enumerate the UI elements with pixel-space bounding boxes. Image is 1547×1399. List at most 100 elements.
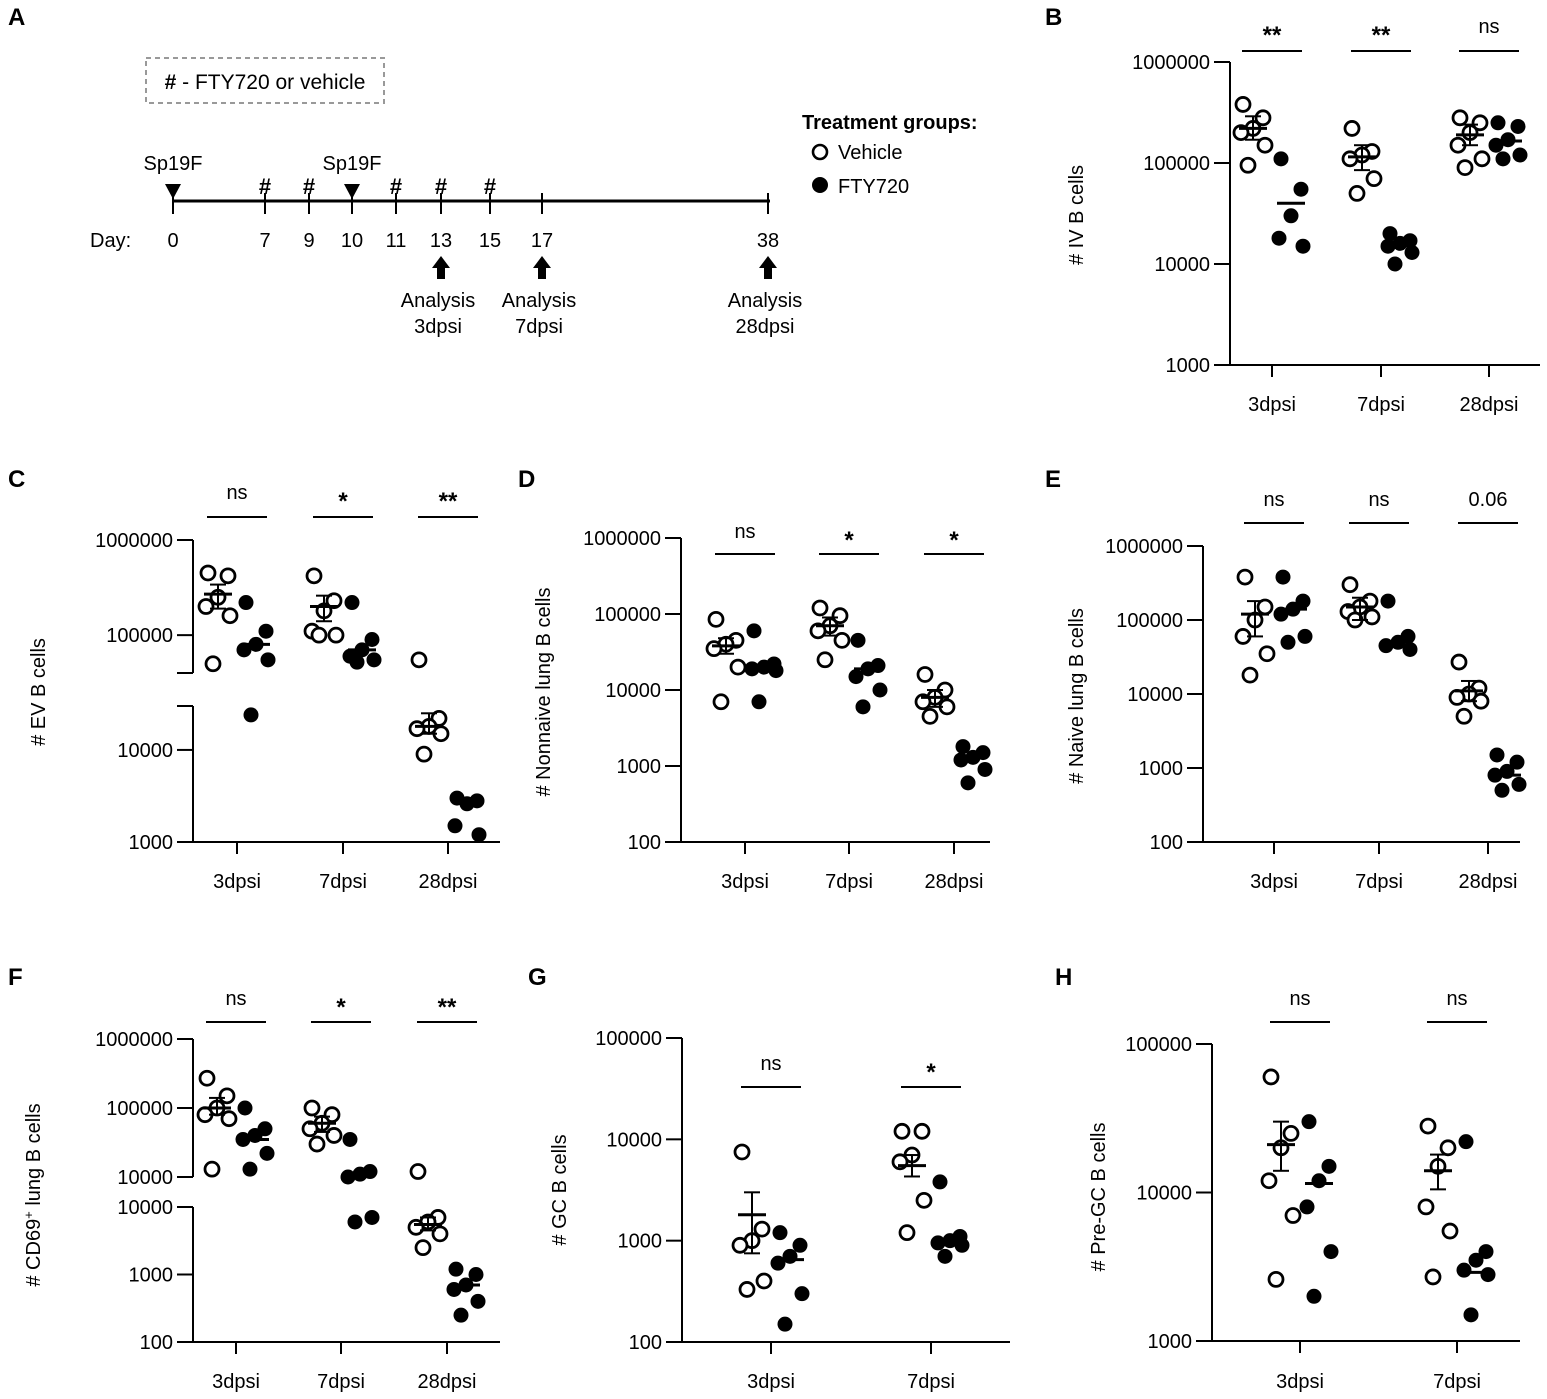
x-tick-label: 3dpsi <box>213 871 261 893</box>
vehicle-data-point <box>1473 150 1491 168</box>
analysis-timepoint-label: 7dpsi <box>515 316 563 338</box>
fty720-data-point <box>468 1267 484 1282</box>
fty720-data-point <box>1490 115 1506 131</box>
y-tick-label: 100 <box>140 1332 173 1354</box>
legend-fty720-label: FTY720 <box>838 176 909 198</box>
timeline-day-label: 13 <box>430 230 452 252</box>
fty720-data-point <box>770 1255 786 1271</box>
fty720-data-point <box>342 1131 358 1147</box>
significance-label: ns <box>1289 988 1310 1010</box>
vehicle-data-point <box>301 1120 319 1138</box>
y-tick-label: 1000000 <box>95 1029 173 1051</box>
panel-label-b: B <box>1045 4 1062 31</box>
fty720-data-point <box>242 1161 258 1177</box>
vehicle-data-point <box>325 1127 343 1144</box>
vehicle-data-point <box>1236 568 1254 586</box>
vehicle-data-point <box>1424 1268 1442 1286</box>
fty720-data-point <box>1458 1134 1474 1150</box>
vehicle-data-point <box>204 655 222 673</box>
significance-label: ** <box>1263 22 1282 49</box>
y-tick-label: 10000 <box>1127 684 1183 706</box>
vehicle-data-point <box>733 1143 751 1161</box>
analysis-label: Analysis <box>401 290 475 312</box>
fty720-data-point <box>364 1209 380 1225</box>
vehicle-data-point <box>1258 645 1276 663</box>
x-tick-label: 7dpsi <box>1357 394 1405 416</box>
fty720-data-point <box>459 796 475 812</box>
vehicle-data-point <box>1267 1270 1285 1288</box>
vehicle-data-point <box>1365 170 1383 188</box>
vehicle-data-point <box>409 1163 427 1180</box>
panel-b-chart: 1000000 100000 10000 1000 # IV B cells 3dpsi *… <box>1066 16 1540 416</box>
y-axis-label: # EV B cells <box>28 638 50 746</box>
vehicle-data-point <box>1341 576 1359 594</box>
fty720-data-point <box>977 761 993 777</box>
x-tick-label: 7dpsi <box>1433 1371 1481 1393</box>
fty720-data-point <box>930 1235 946 1251</box>
vehicle-data-point <box>197 598 215 615</box>
x-tick-label: 3dpsi <box>1250 871 1298 893</box>
timeline-day-label: 7 <box>259 230 270 252</box>
fty720-data-point <box>1494 782 1510 798</box>
fty720-data-point <box>1280 634 1296 650</box>
vehicle-data-point <box>1348 185 1366 202</box>
significance-label: ** <box>438 994 457 1021</box>
fty720-data-point <box>1293 181 1309 197</box>
fty720-data-point <box>1512 147 1528 163</box>
y-axis-label: # IV B cells <box>1066 165 1088 265</box>
panel-h-chart: 100000 10000 1000 # Pre-GC B cells 3dpsi ns 7d… <box>1088 988 1520 1393</box>
y-tick-label: 1000 <box>129 1265 174 1287</box>
y-axis-label: # Pre-GC B cells <box>1088 1123 1110 1272</box>
significance-label: ns <box>760 1053 781 1075</box>
vehicle-data-point <box>221 607 239 625</box>
fty720-data-point <box>1456 1262 1472 1278</box>
vehicle-data-point <box>410 651 428 669</box>
y-tick-label: 1000000 <box>1105 536 1183 558</box>
timeline-day-label: 15 <box>479 230 501 252</box>
significance-label: * <box>926 1059 936 1086</box>
timeline-day-label: 0 <box>167 230 178 252</box>
fty720-data-point <box>1478 1244 1494 1260</box>
y-axis-label: # Naive lung B cells <box>1066 608 1088 784</box>
y-tick-label: 1000 <box>129 832 174 854</box>
fty720-data-point <box>344 595 360 611</box>
vehicle-data-point <box>1439 1139 1457 1157</box>
vehicle-data-point <box>898 1224 916 1242</box>
vehicle-data-point <box>1262 1068 1280 1086</box>
y-axis-label: # GC B cells <box>549 1134 571 1245</box>
fty720-data-point <box>347 1214 363 1230</box>
vehicle-data-point <box>1234 96 1252 113</box>
x-tick-label: 7dpsi <box>319 871 367 893</box>
significance-label: ns <box>225 988 246 1010</box>
fty720-data-point <box>237 1100 253 1116</box>
legend-vehicle-marker <box>811 143 829 161</box>
fty720-data-point <box>1380 593 1396 609</box>
fty720-data-point <box>1273 151 1289 167</box>
significance-label: ns <box>1446 988 1467 1010</box>
x-tick-label: 7dpsi <box>317 1371 365 1393</box>
vehicle-data-point <box>707 610 725 628</box>
legend-vehicle-label: Vehicle <box>838 142 903 164</box>
vehicle-data-point <box>220 1110 238 1128</box>
vehicle-data-point <box>303 1099 321 1117</box>
panel-f-chart: 1000000 100000 10000 10000 1000 100 # CD69+ lu… <box>21 988 500 1393</box>
significance-label: * <box>336 994 346 1021</box>
y-tick-label: 100000 <box>594 604 661 626</box>
panel-e-chart: 1000000 100000 10000 1000 100 # Naive lung B … <box>1066 489 1527 893</box>
fty720-data-point <box>1295 238 1311 254</box>
up-arrow-icon <box>533 256 551 279</box>
fty720-data-point <box>756 659 772 675</box>
vehicle-data-point <box>833 631 851 649</box>
fty720-data-point <box>850 632 866 648</box>
x-tick-label: 3dpsi <box>1276 1371 1324 1393</box>
vehicle-data-point <box>1450 653 1468 671</box>
significance-label: ** <box>439 488 458 515</box>
up-arrow-icon <box>759 256 777 279</box>
fty720-data-point <box>470 1293 486 1309</box>
fty720-data-point <box>777 1316 793 1332</box>
fty720-data-point <box>1489 747 1505 763</box>
panel-c-chart: 1000000 100000 10000 1000 # EV B cells 3dpsi n… <box>28 482 500 893</box>
vehicle-data-point <box>1341 150 1359 168</box>
dose-legend-text: # - FTY720 or vehicle <box>165 71 366 94</box>
